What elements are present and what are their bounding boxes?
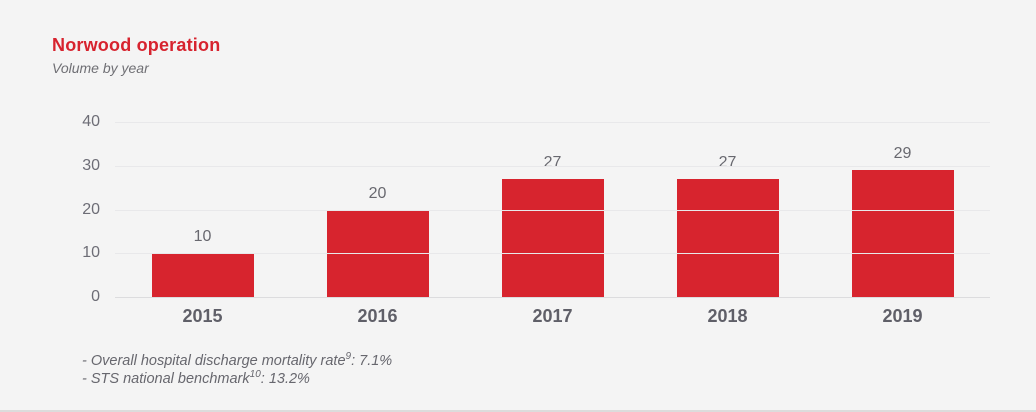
- bar-2015: [151, 253, 254, 297]
- bar-value-label-2018: 27: [718, 153, 737, 171]
- x-axis-label-2018: 2018: [707, 306, 748, 326]
- bar-column-2018: 27: [640, 122, 815, 297]
- y-axis-tick-label-30: 30: [82, 156, 100, 174]
- bar-value-label-2015: 10: [193, 228, 212, 246]
- y-axis-tick-label-0: 0: [91, 288, 100, 305]
- bar-value-label-2016: 20: [368, 184, 387, 202]
- x-axis-label-2019: 2019: [882, 306, 923, 326]
- bar-column-2017: 27: [465, 122, 640, 297]
- bar-value-label-2019: 29: [893, 145, 912, 163]
- footnote-line-1: - Overall hospital discharge mortality r…: [82, 351, 393, 369]
- x-axis-label-2016: 2016: [357, 306, 398, 326]
- footnotes: - Overall hospital discharge mortality r…: [82, 352, 392, 388]
- y-axis-tick-label-20: 20: [82, 200, 100, 218]
- gridline-30: [115, 165, 990, 167]
- footnote-line-2: - STS national benchmark10: 13.2%: [82, 369, 310, 387]
- bar-2017: [501, 178, 604, 297]
- chart-title: Norwood operation: [52, 35, 221, 55]
- bar-2018: [676, 178, 779, 297]
- bar-value-label-2017: 27: [543, 153, 562, 171]
- gridline-0: [115, 297, 990, 298]
- bar-column-2019: 29: [815, 122, 990, 297]
- gridline-40: [115, 122, 990, 123]
- bar-series: 10 20 27 27 29: [115, 122, 990, 297]
- gridline-10: [115, 253, 990, 255]
- bar-column-2015: 10: [115, 122, 290, 297]
- bar-2019: [851, 170, 954, 297]
- chart-header: Norwood operation Volume by year: [52, 35, 220, 76]
- y-axis-tick-label-40: 40: [82, 113, 100, 130]
- bar-chart-plot-area: 10 20 27 27 29 0 10 20 30 40: [82, 114, 990, 305]
- x-axis: 2015 2016 2017 2018 2019: [115, 306, 990, 327]
- x-axis-label-2017: 2017: [532, 306, 573, 326]
- gridline-20: [115, 209, 990, 211]
- x-axis-label-2015: 2015: [182, 306, 223, 326]
- chart-subtitle: Volume by year: [52, 60, 149, 76]
- y-axis-tick-label-10: 10: [82, 244, 100, 262]
